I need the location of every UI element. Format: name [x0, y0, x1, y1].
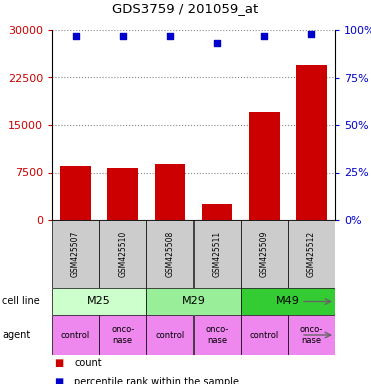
Bar — [99, 220, 146, 288]
Bar — [241, 220, 288, 288]
Bar — [52, 315, 99, 355]
Text: cell line: cell line — [2, 296, 40, 306]
Text: GSM425512: GSM425512 — [307, 231, 316, 277]
Bar — [99, 315, 146, 355]
Text: GSM425511: GSM425511 — [213, 231, 221, 277]
Point — [308, 31, 314, 37]
Bar — [146, 288, 241, 315]
Text: onco-
nase: onco- nase — [206, 325, 229, 345]
Bar — [146, 220, 194, 288]
Text: M29: M29 — [181, 296, 206, 306]
Text: onco-
nase: onco- nase — [300, 325, 323, 345]
Bar — [202, 204, 232, 220]
Bar — [194, 220, 241, 288]
Text: GSM425507: GSM425507 — [71, 231, 80, 277]
Text: onco-
nase: onco- nase — [111, 325, 134, 345]
Bar — [155, 164, 185, 220]
Bar — [249, 113, 280, 220]
Point — [214, 40, 220, 46]
Bar — [288, 315, 335, 355]
Bar — [288, 220, 335, 288]
Bar — [241, 315, 288, 355]
Text: GSM425508: GSM425508 — [165, 231, 174, 277]
Text: GSM425509: GSM425509 — [260, 231, 269, 277]
Text: count: count — [75, 358, 102, 368]
Text: control: control — [250, 331, 279, 339]
Point — [261, 33, 267, 39]
Text: GDS3759 / 201059_at: GDS3759 / 201059_at — [112, 2, 259, 15]
Bar — [52, 288, 146, 315]
Text: control: control — [61, 331, 90, 339]
Bar — [146, 315, 194, 355]
Text: M25: M25 — [87, 296, 111, 306]
Point — [73, 33, 79, 39]
Text: M49: M49 — [276, 296, 300, 306]
Text: percentile rank within the sample: percentile rank within the sample — [75, 377, 239, 384]
Bar — [60, 166, 91, 220]
Text: agent: agent — [2, 330, 30, 340]
Text: ■: ■ — [54, 377, 63, 384]
Bar — [296, 65, 327, 220]
Point — [167, 33, 173, 39]
Bar — [241, 288, 335, 315]
Text: control: control — [155, 331, 184, 339]
Bar — [194, 315, 241, 355]
Text: GSM425510: GSM425510 — [118, 231, 127, 277]
Point — [120, 33, 126, 39]
Text: ■: ■ — [54, 358, 63, 368]
Bar — [52, 220, 99, 288]
Bar — [108, 168, 138, 220]
